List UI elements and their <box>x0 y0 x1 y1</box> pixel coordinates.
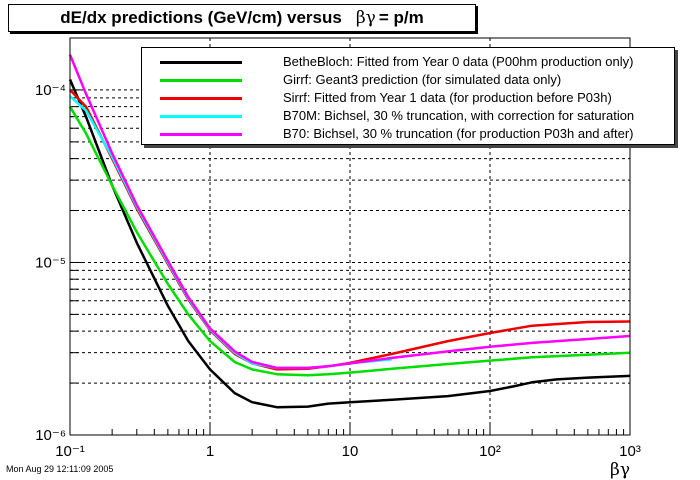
series-line-5 <box>68 54 631 370</box>
data-series <box>68 54 631 409</box>
x-tick-label: 10 <box>342 443 359 460</box>
series-line-2 <box>68 106 631 377</box>
series-line-1 <box>68 79 631 409</box>
legend-label: Girrf: Geant3 prediction (for simulated … <box>283 72 562 87</box>
legend-label: B70: Bichsel, 30 % truncation (for produ… <box>283 126 634 141</box>
legend-swatch <box>160 115 242 118</box>
legend-entry-4: B70M: Bichsel, 30 % truncation, with cor… <box>142 107 674 125</box>
x-tick-label: 10⁻¹ <box>55 443 85 460</box>
legend-entry-2: Girrf: Geant3 prediction (for simulated … <box>142 71 674 89</box>
x-tick-label: 1 <box>206 443 214 460</box>
chart-title-suffix: = p/m <box>378 8 424 27</box>
legend-label: BetheBloch: Fitted from Year 0 data (P00… <box>283 54 634 69</box>
legend-entry-3: Sirrf: Fitted from Year 1 data (for prod… <box>142 89 674 107</box>
legend-swatch <box>160 133 242 136</box>
legend-swatch <box>160 97 242 100</box>
y-tick-label: 10⁻⁶ <box>35 427 66 444</box>
timestamp-label: Mon Aug 29 12:11:09 2005 <box>6 464 114 474</box>
y-tick-label: 10⁻⁴ <box>35 82 66 99</box>
chart-legend: BetheBloch: Fitted from Year 0 data (P00… <box>141 47 675 145</box>
chart-title: dE/dx predictions (GeV/cm) versus βγ = p… <box>8 4 476 32</box>
legend-swatch <box>160 61 242 64</box>
x-axis-label: βγ <box>610 460 630 480</box>
axis-ticks <box>69 37 625 436</box>
legend-entry-5: B70: Bichsel, 30 % truncation (for produ… <box>142 125 674 143</box>
x-tick-label: 10³ <box>619 443 641 460</box>
chart-title-symbol: βγ <box>355 8 376 28</box>
chart-title-text: dE/dx predictions (GeV/cm) versus <box>60 8 342 27</box>
tick-labels: 10⁻¹ 1 10 10² 10³ 10⁻⁶ 10⁻⁵ 10⁻⁴ <box>35 82 641 460</box>
legend-swatch <box>160 79 242 82</box>
y-tick-label: 10⁻⁵ <box>35 254 66 271</box>
legend-label: Sirrf: Fitted from Year 1 data (for prod… <box>283 90 612 105</box>
x-tick-label: 10² <box>479 443 501 460</box>
legend-label: B70M: Bichsel, 30 % truncation, with cor… <box>283 108 635 123</box>
plot-frame <box>69 37 631 436</box>
legend-entry-1: BetheBloch: Fitted from Year 0 data (P00… <box>142 53 674 71</box>
